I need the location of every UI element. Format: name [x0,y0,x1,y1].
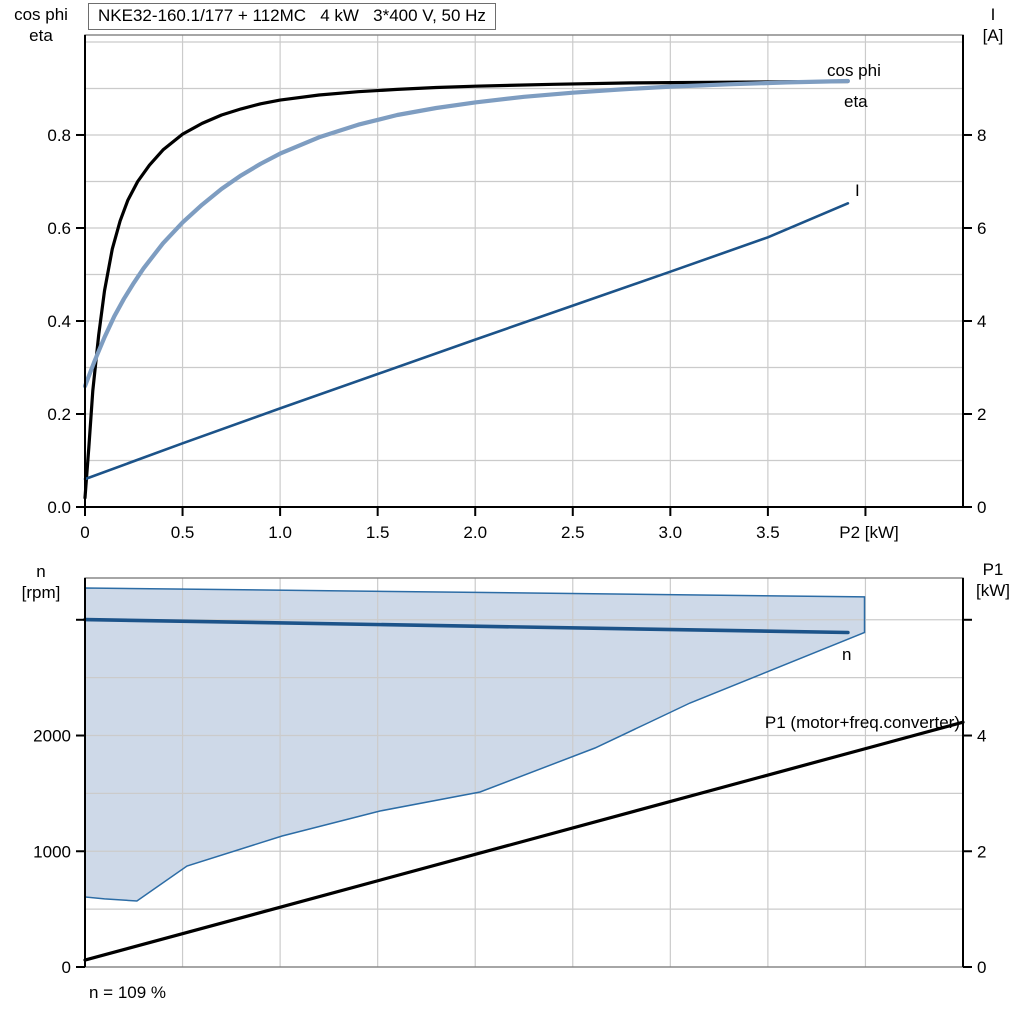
x-tick-label: 1.0 [268,523,292,542]
speed-axis-title: n [36,562,46,581]
x-tick-label: 3.0 [659,523,683,542]
speed-percentage-note: n = 109 % [89,983,167,1002]
left-tick-label: 0.6 [47,219,71,238]
curve-label-p1: P1 (motor+freq.converter) [765,713,960,732]
p1-axis-title: P1 [982,560,1004,579]
top-left-axis-label: cos phi eta [2,4,80,46]
bottom-right-axis-label: P1 [kW] [962,559,1024,601]
left-tick-label: 0.0 [47,498,71,517]
right-tick-label: 0 [977,958,986,977]
right-tick-label: 4 [977,727,986,746]
left-tick-label: 0.4 [47,312,71,331]
curve-speed [83,617,850,635]
x-tick-label: 0.5 [171,523,195,542]
left-tick-label: 0.2 [47,405,71,424]
curve-cosphi [82,78,850,389]
plot-frame [84,34,964,508]
left-tick-label: 1000 [33,842,71,861]
cos-phi-axis-title: cos phi [14,5,68,24]
x-axis-label: P2 [kW] [839,523,899,542]
current-axis-unit: [A] [982,26,1004,45]
right-tick-label: 4 [977,312,986,331]
top-right-axis-label: I [A] [964,4,1022,46]
curve-eta [83,79,850,500]
top-chart: 0.0 0.2 0.4 0.6 0.8 0 2 4 6 8 0 0.5 1.0 1.5 2.0 2.5 3.0 3… [47,34,986,542]
speed-range-border [84,587,866,902]
left-tick-label: 0 [62,958,71,977]
p1-axis-unit: [kW] [976,581,1010,600]
left-tick-label: 0.8 [47,126,71,145]
curve-label-eta: eta [844,92,868,111]
x-tick-label: 2.0 [463,523,487,542]
curve-current [83,202,850,481]
x-tick-label: 1.5 [366,523,390,542]
x-tick-label: 3.5 [756,523,780,542]
curve-label-speed: n [842,645,851,664]
right-tick-label: 0 [977,498,986,517]
bottom-chart: 0 1000 2000 0 2 4 [33,577,986,977]
x-tick-label: 0 [80,523,89,542]
right-tick-label: 6 [977,219,986,238]
curve-p1 [83,720,965,962]
curve-label-cos-phi: cos phi [827,61,881,80]
right-tick-label: 2 [977,842,986,861]
x-tick-label: 2.5 [561,523,585,542]
right-tick-label: 2 [977,405,986,424]
left-tick-label: 2000 [33,727,71,746]
eta-axis-title: eta [29,26,53,45]
bottom-left-axis-label: n [rpm] [2,561,80,603]
current-axis-title: I [990,5,996,24]
curve-label-current: I [855,181,860,200]
right-tick-label: 8 [977,126,986,145]
chart-title: NKE32-160.1/177 + 112MC 4 kW 3*400 V, 50… [88,3,496,30]
speed-axis-unit: [rpm] [21,583,61,602]
